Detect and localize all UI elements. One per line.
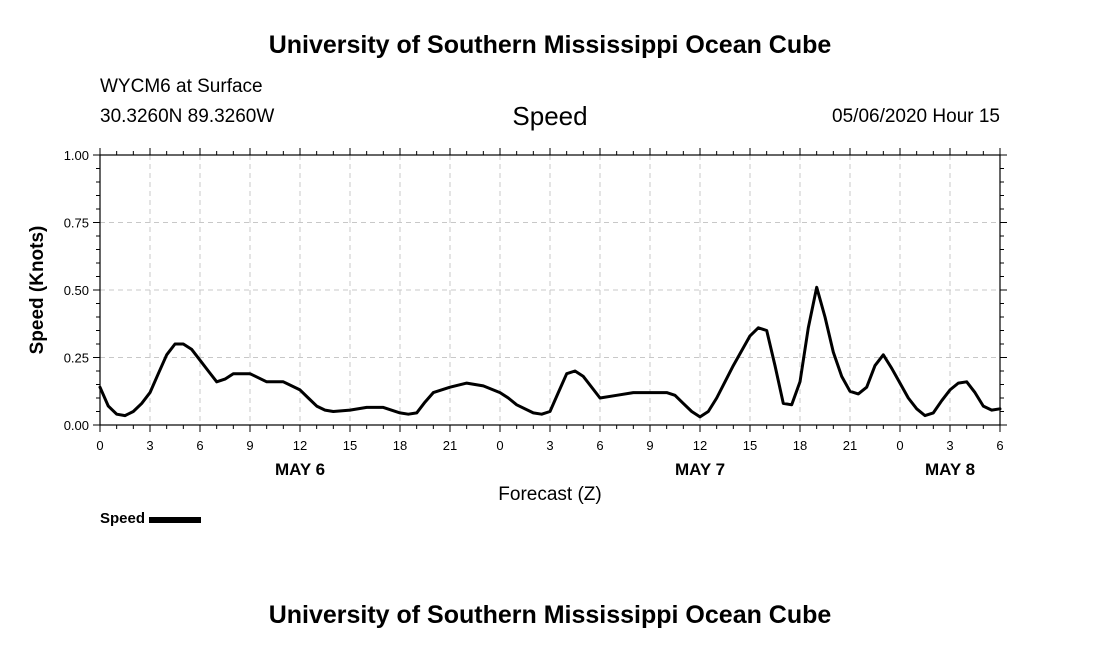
x-tick-label: 9 [646, 438, 653, 453]
coordinates-label: 30.3260N 89.3260W [100, 106, 275, 127]
y-tick-label: 0.25 [64, 351, 89, 366]
legend-swatch [149, 516, 202, 523]
x-tick-label: 9 [246, 438, 253, 453]
x-tick-label: 3 [546, 438, 553, 453]
date-label: MAY 7 [675, 460, 725, 479]
axis-ticks [93, 148, 1007, 432]
x-tick-label: 6 [996, 438, 1003, 453]
legend-label: Speed [100, 510, 146, 527]
y-tick-label: 0.75 [64, 216, 89, 231]
x-tick-label: 0 [496, 438, 503, 453]
datetime-label: 05/06/2020 Hour 15 [832, 106, 1000, 127]
x-tick-label: 21 [843, 438, 857, 453]
date-label: MAY 8 [925, 460, 975, 479]
axis-labels: 0.00 0.25 0.50 0.75 1.00 0 3 6 9 12 15 18 21 0 3 6 9 12 15… [64, 148, 1004, 479]
chart-title: Speed [512, 101, 588, 131]
x-tick-label: 0 [896, 438, 903, 453]
date-label: MAY 6 [275, 460, 325, 479]
x-tick-label: 15 [743, 438, 757, 453]
page-title: University of Southern Mississippi Ocean… [268, 31, 832, 59]
y-tick-label: 0.50 [64, 283, 89, 298]
x-tick-label: 3 [946, 438, 953, 453]
x-tick-label: 21 [443, 438, 457, 453]
x-tick-label: 15 [343, 438, 357, 453]
y-axis-label: Speed (Knots) [27, 226, 48, 355]
x-tick-label: 0 [96, 438, 103, 453]
x-tick-label: 3 [146, 438, 153, 453]
x-tick-label: 12 [693, 438, 707, 453]
x-tick-label: 6 [196, 438, 203, 453]
station-label: WYCM6 at Surface [100, 76, 263, 97]
x-tick-label: 12 [293, 438, 307, 453]
y-tick-label: 1.00 [64, 148, 89, 163]
y-tick-label: 0.00 [64, 418, 89, 433]
x-tick-label: 18 [793, 438, 807, 453]
footer-title: University of Southern Mississippi Ocean… [268, 601, 832, 629]
legend: Speed [100, 510, 202, 527]
x-tick-label: 18 [393, 438, 407, 453]
series-layer [98, 285, 1002, 419]
series-line-speed [98, 285, 1002, 419]
x-tick-label: 6 [596, 438, 603, 453]
grid [100, 155, 1000, 425]
x-axis-label: Forecast (Z) [498, 484, 601, 505]
